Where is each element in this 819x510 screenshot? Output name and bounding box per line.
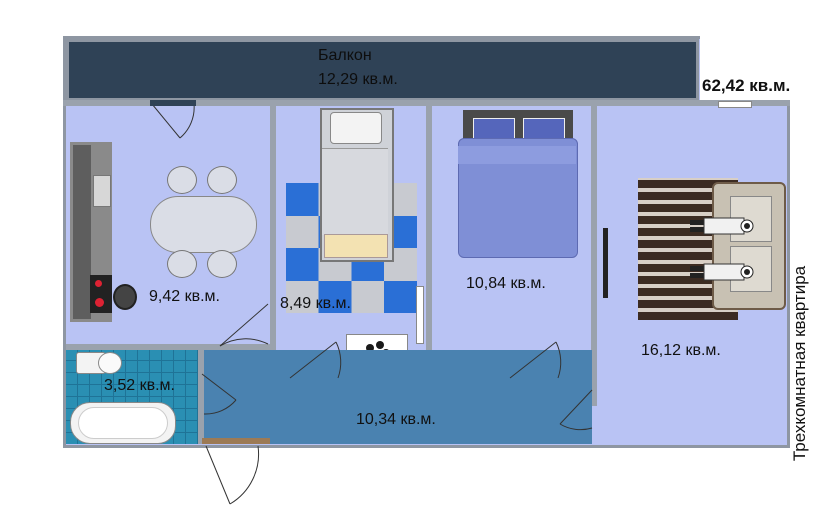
rug-row xyxy=(286,281,417,313)
door-swing xyxy=(205,445,260,505)
hallway-area: 10,34 кв.м. xyxy=(356,411,436,428)
stove-burner xyxy=(95,298,104,307)
balcony-wall xyxy=(63,100,790,106)
bed-fold xyxy=(458,146,576,164)
bed-blanket xyxy=(322,148,388,235)
toilet-bowl xyxy=(98,352,122,374)
chair xyxy=(167,250,197,278)
pillow xyxy=(330,112,382,144)
balcony xyxy=(66,39,699,101)
tv xyxy=(603,228,608,298)
wall xyxy=(198,350,204,444)
chair xyxy=(207,166,237,194)
chair xyxy=(207,250,237,278)
person-icon xyxy=(690,212,760,245)
front-door xyxy=(202,438,270,444)
total-area: 62,42 кв.м. xyxy=(702,76,791,95)
bathroom-area: 3,52 кв.м. xyxy=(104,377,175,394)
wall xyxy=(66,344,272,350)
door-swing xyxy=(219,303,269,347)
wall xyxy=(270,106,276,376)
bedroom-large-area: 10,84 кв.м. xyxy=(466,275,546,292)
door-swing xyxy=(289,341,342,379)
outside-area xyxy=(700,33,819,101)
bathtub-inner xyxy=(78,407,168,439)
balcony-name: Балкон xyxy=(318,47,372,64)
counter-top xyxy=(73,145,91,319)
bedroom-small-area: 8,49 кв.м. xyxy=(280,295,351,312)
apartment-type: Трехкомнатная квартира xyxy=(790,265,810,462)
kitchen-pot xyxy=(113,284,137,310)
kitchen-area: 9,42 кв.м. xyxy=(149,288,220,305)
chair xyxy=(167,166,197,194)
stove-burner xyxy=(95,280,102,287)
hallway-cut xyxy=(204,350,270,380)
balcony-area: 12,29 кв.м. xyxy=(318,71,398,88)
window xyxy=(718,101,752,108)
dining-table xyxy=(150,196,257,253)
door-swing xyxy=(509,341,562,379)
wall xyxy=(426,106,432,378)
window xyxy=(416,286,424,344)
wall xyxy=(591,106,597,406)
door-swing xyxy=(201,373,237,415)
living-room-area: 16,12 кв.м. xyxy=(641,342,721,359)
door-swing xyxy=(559,389,593,431)
person-icon xyxy=(690,258,760,291)
door-swing xyxy=(150,100,196,139)
bed-foot xyxy=(324,234,388,258)
sink xyxy=(93,175,111,207)
